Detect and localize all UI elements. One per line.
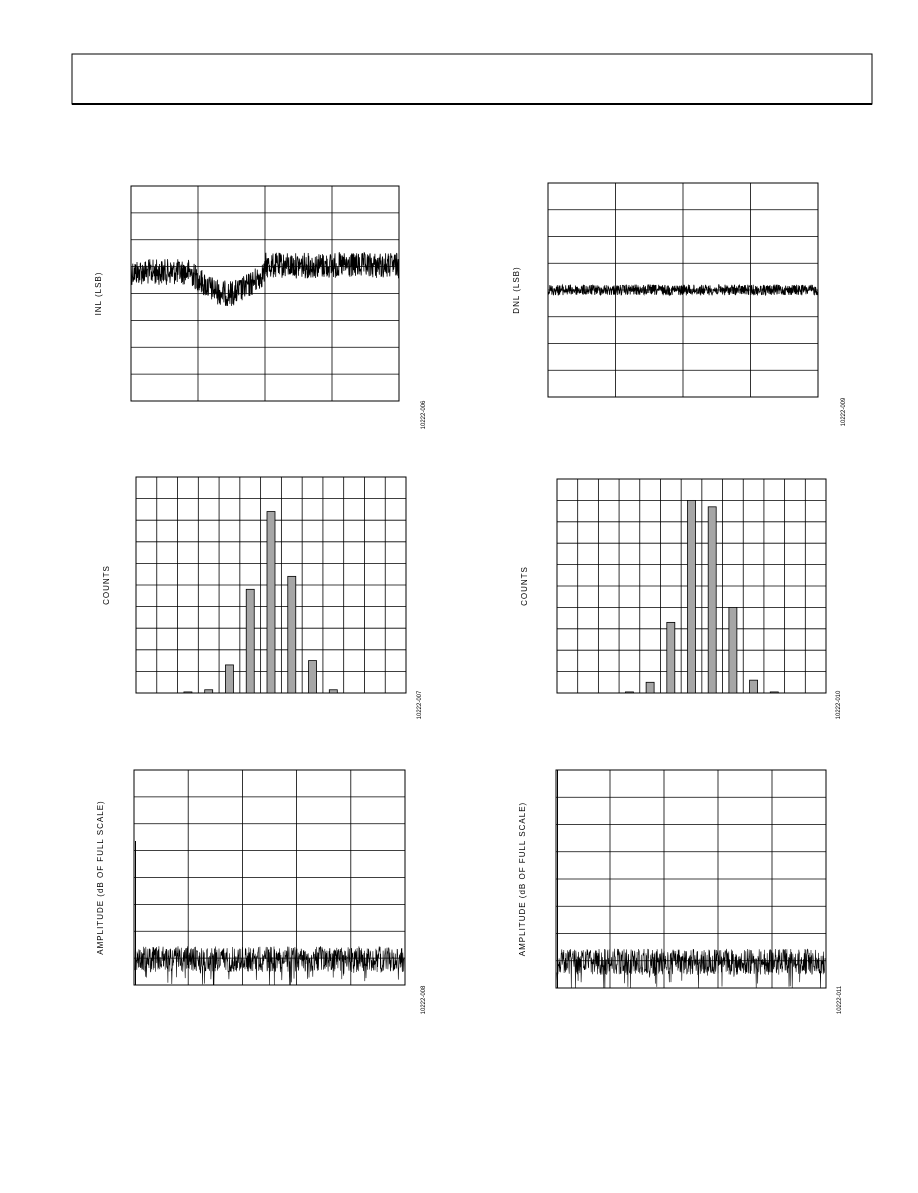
figure-code: 10222-010 (836, 690, 842, 719)
figure: INL (LSB) 10222-006 (94, 185, 427, 429)
histogram-bar (769, 691, 779, 694)
y-axis-label: DNL (LSB) (512, 266, 521, 313)
histogram-bar (183, 691, 193, 694)
figure: COUNTS 10222-010 (520, 478, 842, 719)
histogram-bar (749, 679, 758, 694)
histogram-bar (245, 588, 255, 694)
histogram-bar (687, 499, 696, 694)
figure-code: 10222-011 (837, 985, 843, 1014)
noise-floor (556, 948, 826, 989)
noise-floor (134, 946, 405, 986)
y-axis-label: AMPLITUDE (dB OF FULL SCALE) (518, 802, 527, 956)
figure: COUNTS 10222-007 (102, 476, 423, 719)
histogram-bar (645, 681, 655, 694)
plot-frame (555, 769, 827, 989)
plot-frame (133, 769, 406, 986)
histogram-bar (707, 506, 717, 694)
legend-cover (307, 771, 403, 821)
legend-cover (728, 771, 824, 822)
y-axis-label: COUNTS (102, 565, 111, 605)
figure-code: 10222-008 (421, 985, 427, 1014)
histogram-bar (204, 689, 214, 694)
histogram-bar (625, 691, 634, 694)
histogram-bar (328, 689, 338, 694)
plot-frame (130, 185, 400, 402)
y-axis-label: AMPLITUDE (dB OF FULL SCALE) (96, 800, 105, 954)
histogram-bar (225, 664, 234, 694)
plot-frame (547, 182, 819, 398)
figure-code: 10222-009 (841, 397, 847, 426)
figure-code: 10222-006 (421, 400, 427, 429)
header-box (71, 53, 873, 105)
figure: AMPLITUDE (dB OF FULL SCALE) 10222-008 (96, 769, 427, 1014)
histogram-bar (287, 575, 297, 694)
histogram-bar (308, 660, 317, 694)
histogram-bar (666, 621, 676, 694)
y-axis-label: INL (LSB) (94, 272, 103, 316)
histogram-bar (728, 607, 738, 694)
figure: AMPLITUDE (dB OF FULL SCALE) 10222-011 (518, 769, 843, 1014)
figure-code: 10222-007 (417, 690, 423, 719)
y-axis-label: COUNTS (520, 566, 529, 606)
histogram-bar (266, 511, 276, 694)
figure: DNL (LSB) 10222-009 (512, 182, 847, 426)
